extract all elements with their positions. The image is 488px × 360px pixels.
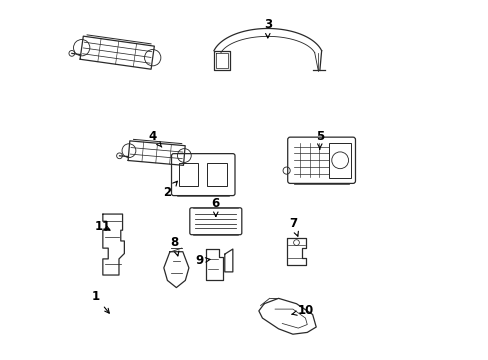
- Bar: [206, 163, 226, 186]
- Text: 4: 4: [149, 130, 162, 147]
- Bar: [328, 143, 350, 178]
- Text: 7: 7: [288, 216, 298, 236]
- Text: 5: 5: [315, 130, 323, 149]
- Text: 3: 3: [263, 18, 271, 38]
- Text: 10: 10: [291, 305, 313, 318]
- Text: 8: 8: [170, 236, 179, 256]
- Text: 9: 9: [195, 254, 210, 267]
- Text: 6: 6: [211, 197, 220, 216]
- Bar: [178, 163, 198, 186]
- Text: 2: 2: [163, 181, 177, 199]
- Text: 11: 11: [95, 220, 111, 233]
- Text: 1: 1: [91, 290, 109, 313]
